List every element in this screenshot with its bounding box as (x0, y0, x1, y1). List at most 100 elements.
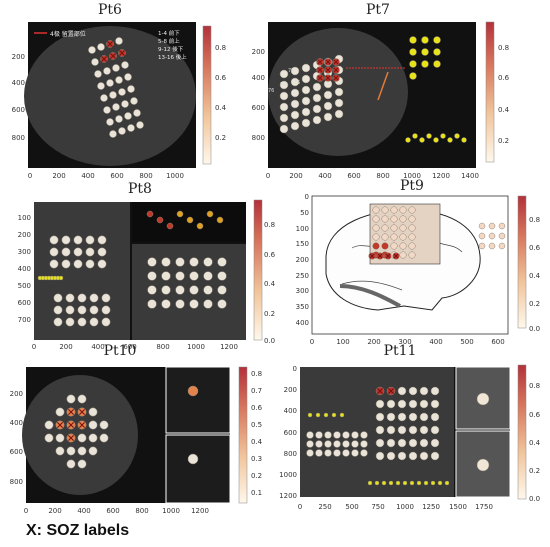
soz-mark (107, 41, 113, 47)
cbar-tick: 0.4 (529, 272, 541, 280)
electrode (279, 91, 289, 101)
soz-mark (369, 253, 375, 259)
x-tick: 500 (460, 338, 473, 346)
electrode (65, 293, 75, 303)
x-tick: 600 (123, 343, 136, 351)
colorbar (517, 195, 527, 329)
electrode (124, 73, 132, 81)
panel-title: Pt8 (128, 181, 152, 197)
electrode-grid (44, 385, 199, 469)
electrode (290, 99, 300, 109)
cbar-tick: 0.4 (264, 280, 275, 288)
electrode (312, 115, 322, 125)
electrode-label: 75 (294, 80, 300, 86)
electrode (390, 206, 398, 214)
y-tick: 800 (252, 134, 265, 142)
electrode (315, 449, 323, 457)
electrode (390, 215, 398, 223)
electrode (115, 115, 123, 123)
electrode (77, 446, 87, 456)
electrode (97, 82, 105, 90)
pt8-figure: 100 200 300 400 500 600 700 0 200 400 60… (18, 199, 276, 351)
cbar-tick: 0.8 (529, 216, 540, 224)
electrode (112, 103, 120, 111)
note-line: 1-4 前下 (158, 29, 180, 37)
electrode (77, 459, 87, 469)
electrode (323, 90, 333, 100)
electrode (360, 440, 368, 448)
electrode (386, 425, 396, 435)
electrode (399, 233, 407, 241)
cbar-tick: 0.6 (529, 411, 541, 419)
electrode (203, 299, 213, 309)
x-tick: 400 (429, 338, 442, 346)
electrode (61, 235, 71, 245)
cbar-tick: 0.8 (251, 370, 262, 378)
x-tick: 500 (345, 503, 358, 511)
electrode (147, 299, 157, 309)
electrode (121, 61, 129, 69)
x-tick: 400 (318, 172, 331, 180)
cbar-tick: 0.6 (251, 404, 263, 412)
cbar-tick: 0.2 (264, 310, 275, 318)
electrode (408, 412, 418, 422)
electrode (323, 101, 333, 111)
depth-electrode (440, 133, 446, 139)
electrode (408, 206, 416, 214)
x-tick: 1400 (461, 172, 479, 180)
electrode (77, 305, 87, 315)
electrode (290, 121, 300, 131)
y-tick: 50 (300, 209, 309, 217)
pt7-figure: 73 74 75 76 200 400 600 800 0 200 400 60… (252, 21, 510, 180)
depth-electrode (488, 242, 496, 250)
electrode (290, 77, 300, 87)
y-tick: 250 (296, 272, 309, 280)
y-tick: 200 (284, 386, 297, 394)
electrode (91, 58, 99, 66)
electrode (175, 257, 185, 267)
electrode (386, 399, 396, 409)
electrode (53, 293, 63, 303)
electrode (290, 110, 300, 120)
electrode (408, 451, 418, 461)
electrode (301, 85, 311, 95)
electrode (399, 215, 407, 223)
electrode (66, 446, 76, 456)
depth-electrode (388, 480, 394, 486)
x-tick: 1200 (191, 507, 209, 515)
electrode (109, 91, 117, 99)
colorbar (253, 199, 263, 341)
electrode (324, 449, 332, 457)
electrode (408, 233, 416, 241)
electrode (89, 317, 99, 327)
soz-mark (385, 253, 391, 259)
legend-label: 4极 留置部位 (50, 30, 86, 38)
electrode (124, 112, 132, 120)
depth-electrode (433, 60, 441, 68)
electrode-label: 76 (268, 88, 274, 94)
depth-electrode (323, 412, 329, 418)
depth-electrode (444, 480, 450, 486)
x-tick: 400 (81, 172, 94, 180)
electrode (399, 206, 407, 214)
electrode (334, 109, 344, 119)
electrode (99, 420, 109, 430)
electrode (106, 118, 114, 126)
x-tick: 1000 (403, 172, 421, 180)
x-tick: 0 (310, 338, 314, 346)
depth-electrode (206, 210, 214, 218)
soz-mark (110, 53, 116, 59)
pt11-figure: 0 200 400 600 800 1000 1200 0 250 500 75… (279, 364, 541, 511)
soz-mark (317, 75, 323, 81)
depth-electrode (454, 133, 460, 139)
x-tick: 600 (106, 507, 119, 515)
soz-mark (101, 56, 107, 62)
electrode (360, 431, 368, 439)
soz-mark (68, 435, 74, 441)
electrode-grid (279, 36, 467, 143)
y-tick: 600 (252, 104, 265, 112)
electrode (408, 224, 416, 232)
depth-electrode (488, 222, 496, 230)
electrode (375, 451, 385, 461)
cbar-tick: 0.0 (264, 337, 275, 345)
